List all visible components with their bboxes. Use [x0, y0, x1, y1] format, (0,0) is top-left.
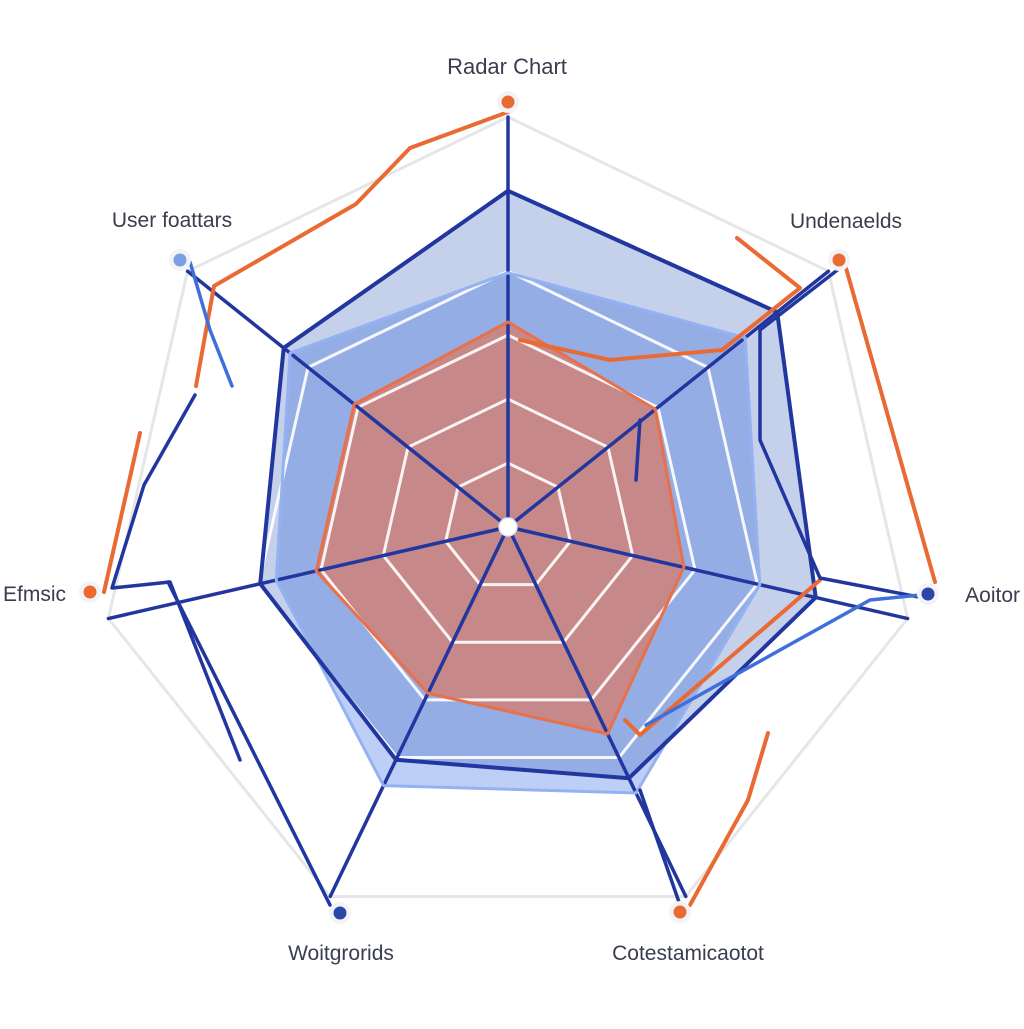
grid-ring-4	[257, 269, 759, 760]
decorative-stroke-group	[102, 110, 937, 907]
chart-title: Radar Chart	[447, 54, 567, 79]
axis-marker-6	[83, 585, 97, 599]
connector-stroke-3	[758, 266, 926, 600]
axis-marker-group	[79, 91, 939, 924]
connector-stroke-6	[166, 580, 332, 907]
series-line-group	[258, 188, 818, 795]
accent-stroke-4	[623, 578, 822, 737]
axis-marker-2	[832, 253, 846, 267]
connector-stroke-5	[644, 593, 922, 727]
axis-marker-7	[173, 253, 187, 267]
connector-stroke-4	[634, 418, 642, 482]
series-outline-3	[314, 320, 686, 736]
center-dot	[498, 517, 518, 537]
axis-label-7: User foattars	[112, 209, 232, 232]
spoke-3	[506, 525, 910, 621]
connector-stroke-1	[188, 260, 234, 388]
grid-ring-2	[381, 397, 635, 644]
spoke-7	[185, 269, 510, 529]
accent-stroke-3	[844, 266, 937, 584]
axis-marker-3	[921, 587, 935, 601]
series-outline-1	[274, 271, 762, 795]
grid-ring-group	[257, 269, 759, 760]
spoke-2	[506, 269, 831, 529]
axis-label-2: Undenaelds	[790, 210, 902, 233]
connector-stroke-7	[638, 788, 682, 907]
grid-ring-1	[444, 461, 572, 587]
connector-stroke-2	[110, 393, 242, 762]
axis-label-group: Undenaelds Aoitor Cotestamicaotot Woitgrori…	[3, 209, 1020, 965]
accent-stroke-6	[102, 431, 142, 594]
axis-label-5: Woitgrorids	[288, 942, 394, 965]
accent-stroke-2	[518, 236, 802, 362]
axis-label-6: Efmsic	[3, 583, 66, 606]
spoke-5	[328, 525, 510, 899]
axis-label-4: Cotestamicaotot	[612, 942, 764, 965]
axis-marker-5	[333, 906, 347, 920]
outer-grid-ring	[106, 115, 910, 898]
series-outline-2	[258, 188, 818, 781]
outer-grid-ring-group	[106, 115, 910, 898]
grid-ring-3	[319, 333, 697, 702]
axis-marker-4	[673, 905, 687, 919]
spoke-6	[106, 525, 510, 621]
accent-stroke-5	[688, 731, 770, 907]
axis-label-3: Aoitor	[965, 584, 1020, 607]
axis-marker-1	[501, 95, 515, 109]
